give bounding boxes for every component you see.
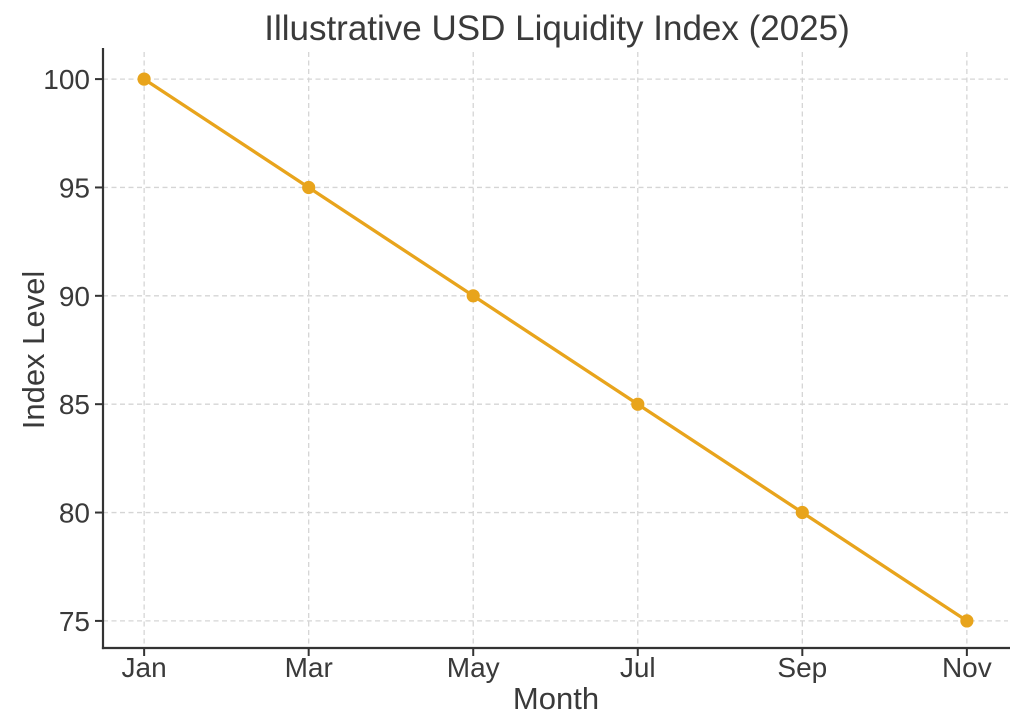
x-tick-label: Jan [122,652,167,683]
series-line [142,77,969,623]
x-tick-label: Sep [777,652,827,683]
y-tick-label: 100 [43,64,90,95]
data-point-mar [302,180,316,195]
data-point-nov [960,614,974,628]
chart-title: Illustrative USD Liquidity Index (2025) [264,9,850,48]
x-tick-label: Jul [620,652,656,683]
tick-labels-layer: 75 80 85 90 95 100 Jan Mar May Jul Sep Nov [43,64,991,683]
axes-layer [95,48,1010,656]
x-tick-label: May [447,652,500,683]
series-layer [137,72,974,628]
y-tick-label: 90 [59,281,90,312]
x-tick-label: Nov [942,652,992,683]
data-point-jan [137,72,151,86]
data-point-jul [631,397,645,411]
gridlines-layer [103,52,1008,648]
x-tick-label: Mar [285,652,333,683]
data-point-may [466,289,480,303]
y-tick-label: 80 [59,498,90,529]
y-tick-label: 95 [59,172,90,203]
y-axis-label: Index Level [16,271,51,430]
y-tick-label: 75 [59,606,90,637]
y-tick-label: 85 [59,389,90,420]
x-axis-label: Month [513,681,599,716]
data-point-sep [795,505,809,520]
